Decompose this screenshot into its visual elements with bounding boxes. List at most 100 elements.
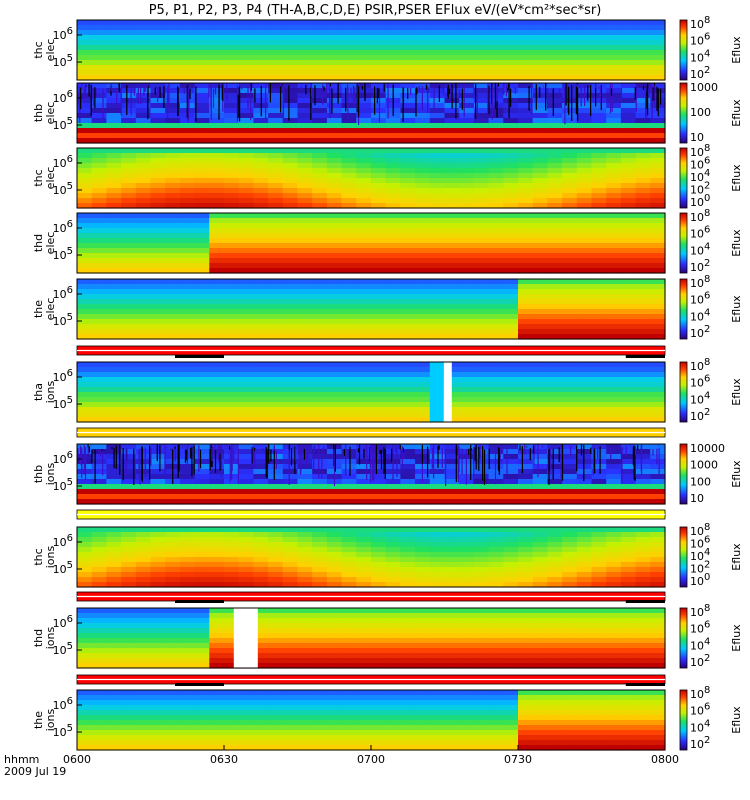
noise-streak <box>154 87 156 95</box>
spectrogram-cell <box>150 65 166 71</box>
spectrogram-cell <box>503 653 519 659</box>
spectrogram-cell <box>209 198 225 204</box>
spectrogram-cell <box>268 572 284 578</box>
spectrogram-cell <box>135 705 152 711</box>
noise-streak <box>214 85 217 95</box>
spectrogram-cell <box>297 128 313 134</box>
spectrogram-cell <box>415 238 431 244</box>
spectrogram-cell <box>209 387 225 393</box>
spectrogram-cell <box>371 663 387 669</box>
spectrogram-cell <box>473 193 490 199</box>
noise-streak <box>294 446 296 474</box>
spectrogram-cell <box>253 459 269 465</box>
noise-streak <box>576 445 578 472</box>
spectrogram-cell <box>341 284 357 290</box>
spectrogram-cell <box>606 392 622 398</box>
spectrogram-cell <box>429 83 446 89</box>
noise-streak <box>269 83 271 103</box>
spectrogram-cell <box>312 613 328 619</box>
spectrogram-cell <box>356 173 372 179</box>
spectrogram-cell <box>473 218 490 224</box>
spectrogram-cell <box>473 412 490 418</box>
spectrogram-cell <box>77 168 93 174</box>
spectrogram-cell <box>429 55 446 61</box>
spectrogram-cell <box>444 128 460 134</box>
colorbar-tick-exponent: 2 <box>704 258 710 269</box>
spectrogram-cell <box>356 228 372 234</box>
spectrogram-cell <box>591 70 607 76</box>
spectrogram-cell <box>620 168 637 174</box>
spectrogram-cell <box>576 618 593 624</box>
spectrogram-cell <box>179 329 196 335</box>
spectrogram-cell <box>282 268 299 274</box>
spectrogram-cell <box>415 542 431 548</box>
spectrogram-cell <box>77 103 93 109</box>
spectrogram-cell <box>91 248 107 254</box>
spectrogram-cell <box>165 362 181 368</box>
noise-streak <box>535 84 537 110</box>
spectrogram-cell <box>77 695 93 701</box>
noise-streak <box>378 88 381 123</box>
spectrogram-cell <box>400 643 416 649</box>
spectrogram-cell <box>165 542 181 548</box>
spectrogram-cell <box>135 618 152 624</box>
spectrogram-cell <box>459 329 475 335</box>
spectrogram-cell <box>253 643 269 649</box>
spectrogram-cell <box>635 88 651 94</box>
spectrogram-cell <box>635 289 651 295</box>
spectrogram-cell <box>620 417 637 423</box>
spectrogram-cell <box>532 643 548 649</box>
spectrogram-cell <box>194 153 210 159</box>
spectrogram-cell <box>341 314 357 320</box>
spectrogram-cell <box>253 658 269 664</box>
spectrogram-cell <box>77 479 93 485</box>
spectrogram-cell <box>106 93 122 99</box>
spectrogram-cell <box>620 40 637 46</box>
spectrogram-cell <box>400 314 416 320</box>
noise-streak <box>305 84 307 95</box>
spectrogram-cell <box>518 258 534 264</box>
spectrogram-cell <box>135 319 152 325</box>
spectrogram-cell <box>503 299 519 305</box>
spectrogram-cell <box>165 407 181 413</box>
spectrogram-cell <box>121 218 137 224</box>
spectrogram-cell <box>532 407 548 413</box>
spectrogram-cell <box>194 417 210 423</box>
spectrogram-cell <box>635 362 651 368</box>
spectrogram-cell <box>371 484 387 490</box>
spectrogram-cell <box>253 648 269 654</box>
spectrogram-cell <box>135 183 152 189</box>
spectrogram-cell <box>429 469 446 475</box>
spectrogram-cell <box>253 618 269 624</box>
spectrogram-cell <box>209 658 225 664</box>
spectrogram-cell <box>106 258 122 264</box>
spectrogram-cell <box>179 218 196 224</box>
spectrogram-cell <box>165 178 181 184</box>
spectrogram-cell <box>488 309 504 315</box>
spectrogram-cell <box>415 198 431 204</box>
spectrogram-cell <box>547 98 563 104</box>
spectrogram-cell <box>326 118 343 124</box>
spectrogram-cell <box>400 75 416 81</box>
spectrogram-cell <box>385 417 401 423</box>
spectrogram-cell <box>121 334 137 340</box>
spectrogram-cell <box>194 387 210 393</box>
spectrogram-cell <box>179 324 196 330</box>
spectrogram-cell <box>341 123 357 129</box>
spectrogram-cell <box>415 329 431 335</box>
noise-streak <box>140 85 142 104</box>
spectrogram-cell <box>341 203 357 209</box>
spectrogram-cell <box>121 720 137 726</box>
spectrogram-cell <box>194 299 210 305</box>
spectrogram-cell <box>444 50 460 56</box>
spectrogram-cell <box>473 387 490 393</box>
spectrogram-cell <box>635 133 651 139</box>
noise-streak <box>611 83 613 112</box>
spectrogram-cell <box>121 40 137 46</box>
spectrogram-cell <box>135 248 152 254</box>
spectrogram-cell <box>91 70 107 76</box>
spectrogram-cell <box>253 123 269 129</box>
noise-streak <box>455 444 457 483</box>
noise-streak <box>371 88 373 94</box>
